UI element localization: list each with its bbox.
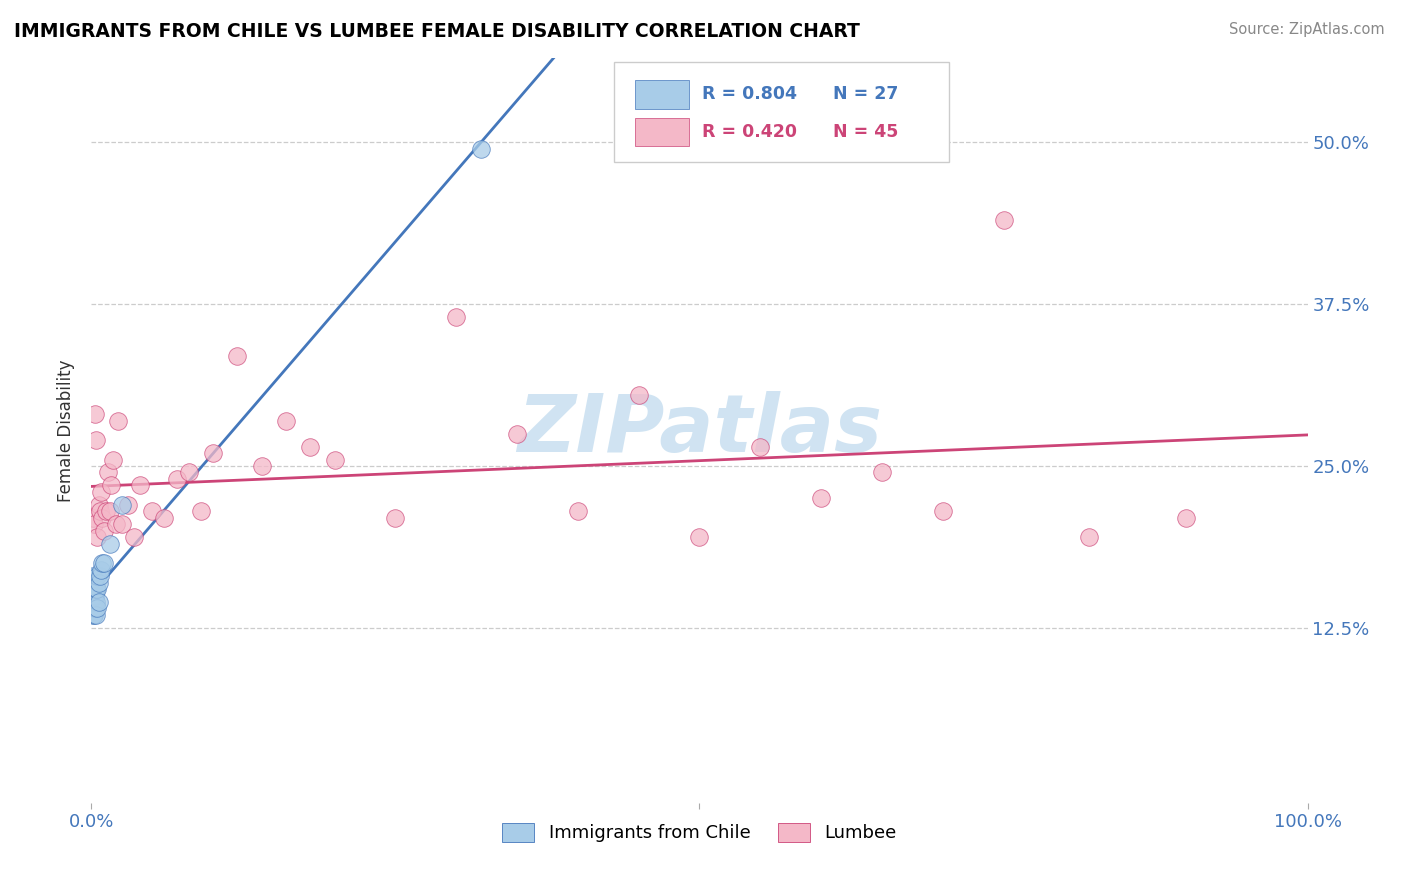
Point [89,504,111,518]
Y-axis label: Female Disability: Female Disability [58,359,76,501]
Point [117,498,139,512]
Point [93,556,115,570]
Text: N = 27: N = 27 [834,86,898,103]
Point [94,504,117,518]
Point [190,504,212,518]
Point [470,142,492,156]
Legend: Immigrants from Chile, Lumbee: Immigrants from Chile, Lumbee [495,816,904,850]
FancyBboxPatch shape [636,118,689,146]
Point [274,414,297,428]
Point [226,349,249,363]
Point [86,601,108,615]
Point [153,511,176,525]
Point [87,575,110,590]
Point [506,426,529,441]
Point [84,589,107,603]
Point [202,446,225,460]
Point [250,458,273,473]
Text: R = 0.420: R = 0.420 [702,123,797,141]
Point [82,607,104,622]
Point [98,537,121,551]
Point [83,589,105,603]
Point [84,433,107,447]
Point [84,582,107,596]
Point [90,484,112,499]
Point [84,407,107,421]
Point [93,524,115,538]
Point [111,498,134,512]
Point [567,504,589,518]
Point [100,478,122,492]
Point [84,582,107,596]
Point [87,595,110,609]
Point [1175,511,1198,525]
Point [83,601,105,615]
Point [166,472,188,486]
Point [931,504,953,518]
Point [86,582,108,596]
Text: Source: ZipAtlas.com: Source: ZipAtlas.com [1229,22,1385,37]
Point [83,607,105,622]
Point [810,491,832,506]
Point [323,452,346,467]
Point [90,563,112,577]
Point [111,517,134,532]
Point [82,569,104,583]
Point [86,530,108,544]
Point [103,452,125,467]
Point [82,595,104,609]
Point [84,607,107,622]
Point [83,575,105,590]
Point [91,511,114,525]
Point [993,213,1015,227]
Point [444,310,467,324]
Point [82,511,104,525]
FancyBboxPatch shape [636,80,689,109]
Point [89,569,111,583]
Point [84,595,107,609]
Point [87,498,110,512]
Point [129,478,152,492]
Point [384,511,406,525]
Point [299,440,322,454]
Point [688,530,710,544]
Text: IMMIGRANTS FROM CHILE VS LUMBEE FEMALE DISABILITY CORRELATION CHART: IMMIGRANTS FROM CHILE VS LUMBEE FEMALE D… [14,22,860,41]
Text: ZIPatlas: ZIPatlas [517,392,882,469]
Point [83,517,105,532]
Text: N = 45: N = 45 [834,123,898,141]
Point [870,466,893,480]
Point [97,466,120,480]
Point [84,601,107,615]
Point [1077,530,1099,544]
Point [86,569,108,583]
Point [98,504,121,518]
FancyBboxPatch shape [614,62,949,162]
Point [104,517,127,532]
Point [627,388,650,402]
Point [749,440,772,454]
Text: R = 0.804: R = 0.804 [702,86,797,103]
Point [122,530,145,544]
Point [82,582,104,596]
Point [83,595,105,609]
Point [91,556,114,570]
Point [141,504,163,518]
Point [177,466,200,480]
Point [107,414,129,428]
